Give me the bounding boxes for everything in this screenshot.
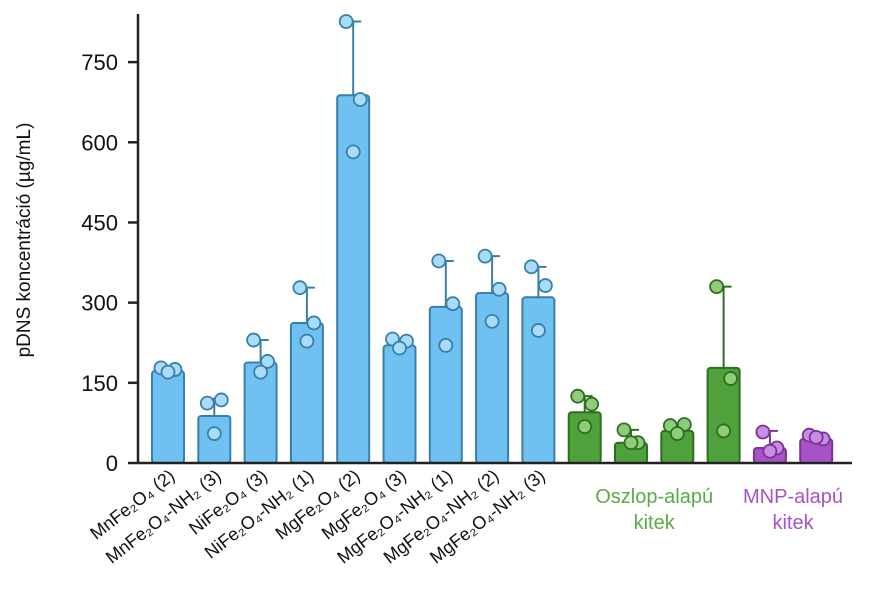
- y-axis-title: pDNS koncentráció (µg/mL): [14, 123, 35, 358]
- data-point: [213, 392, 229, 408]
- bar: [151, 370, 185, 464]
- y-tick-label: 450: [81, 210, 118, 235]
- data-point: [438, 338, 454, 353]
- y-ticks: 0 150 300 450 600 750: [81, 50, 138, 476]
- data-point: [716, 423, 731, 439]
- group-label: kitek: [772, 512, 814, 534]
- data-point: [616, 422, 632, 438]
- data-point: [253, 364, 269, 380]
- data-point: [623, 435, 639, 451]
- data-point: [755, 424, 771, 440]
- data-point: [577, 419, 593, 435]
- y-tick-label: 150: [81, 371, 118, 396]
- data-point: [299, 333, 315, 349]
- data-points: [153, 14, 831, 459]
- category-labels: MnFe₂O₄ (2)MnFe₂O₄-NH₂ (3)NiFe₂O₄ (3)NiF…: [86, 465, 549, 567]
- data-point: [669, 426, 685, 442]
- data-point: [584, 396, 600, 412]
- data-point: [292, 280, 308, 296]
- data-point: [246, 332, 262, 348]
- data-point: [352, 92, 368, 107]
- bars: [151, 94, 834, 465]
- group-labels: Oszlop-alapú kitek MNP-alapú kitek: [595, 486, 843, 534]
- y-tick-label: 300: [81, 291, 118, 316]
- group-label: Oszlop-alapú: [595, 486, 713, 508]
- data-point: [491, 281, 507, 297]
- data-point: [484, 313, 500, 329]
- axes: [136, 14, 852, 465]
- y-tick-label: 600: [81, 130, 118, 155]
- data-point: [445, 296, 461, 312]
- data-point: [723, 371, 738, 386]
- data-point: [160, 364, 176, 380]
- data-point: [345, 144, 361, 160]
- bar: [382, 344, 417, 464]
- bar: [428, 305, 463, 464]
- group-label: kitek: [634, 512, 676, 534]
- data-point: [762, 443, 778, 459]
- bar: [521, 296, 556, 464]
- data-point: [808, 429, 824, 445]
- data-point: [709, 279, 724, 295]
- data-point: [524, 259, 539, 275]
- data-point: [199, 395, 215, 411]
- data-point: [538, 278, 553, 293]
- group-label: MNP-alapú: [743, 486, 843, 508]
- data-point: [260, 354, 276, 369]
- y-tick-label: 750: [81, 50, 118, 75]
- data-point: [392, 340, 407, 356]
- data-point: [306, 315, 322, 331]
- data-point: [477, 248, 493, 264]
- data-point: [338, 14, 354, 29]
- data-point: [431, 253, 447, 269]
- data-point: [570, 388, 586, 404]
- data-point: [531, 323, 546, 338]
- y-tick-label: 0: [106, 451, 118, 476]
- data-point: [206, 426, 222, 442]
